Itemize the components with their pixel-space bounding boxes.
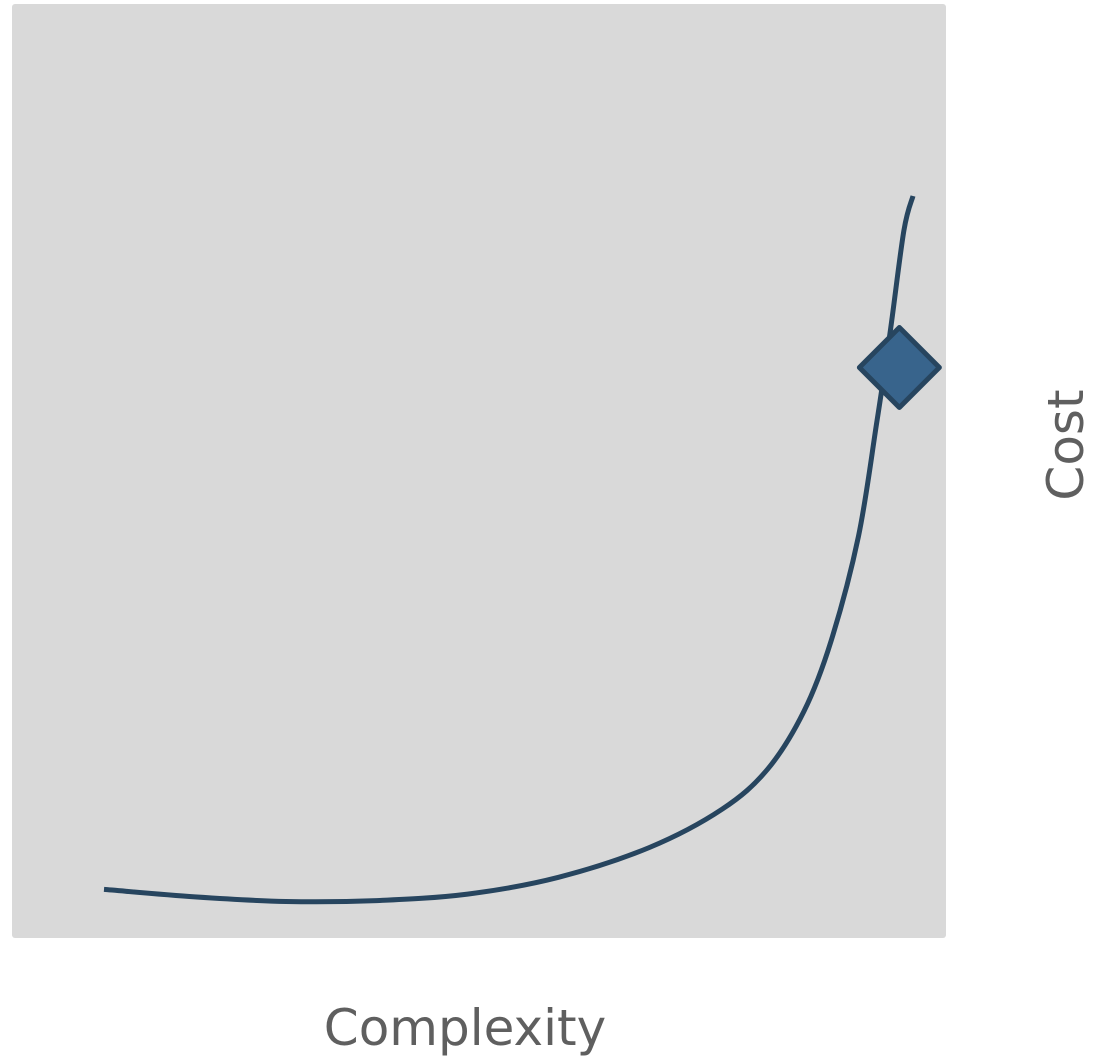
y-axis-label: Cost bbox=[1037, 389, 1095, 500]
x-axis-label: Complexity bbox=[324, 999, 606, 1057]
plot-area bbox=[12, 4, 946, 938]
